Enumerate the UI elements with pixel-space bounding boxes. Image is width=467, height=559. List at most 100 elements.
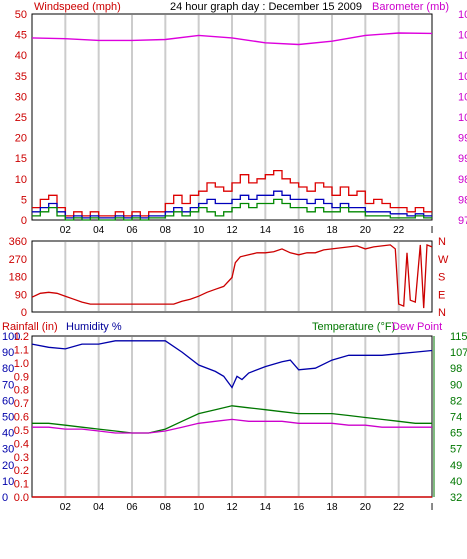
y-tick-label-rainfall: 0.9 (14, 371, 29, 383)
y-tick-label-windspeed: 5 (21, 194, 27, 206)
y-tick-label-barometer: 1005 (458, 91, 467, 103)
y-tick-label-temperature: 32 (450, 492, 462, 504)
humidity-line (31, 340, 433, 389)
compass-label: S (438, 272, 445, 284)
windspeed-gust-line (32, 169, 432, 217)
y-tick-label-rainfall: 0.0 (14, 492, 29, 504)
y-tick-label-temperature: 90 (450, 379, 462, 391)
windspeed-average-line (32, 190, 432, 219)
y-tick-label-rainfall: 0.5 (14, 425, 29, 437)
x-tick-label: 16 (293, 225, 305, 236)
y-tick-label-temperature: 115 (450, 331, 467, 343)
chart-panels: 02 04 06 08 10 12 14 16 18 20 22 I05101520253035404… (2, 9, 467, 513)
y-tick-label-humidity: 80 (2, 363, 14, 375)
y-tick-label-rainfall: 0.6 (14, 412, 29, 424)
y-tick-label-humidity: 100 (2, 331, 20, 343)
y-tick-label-barometer: 1000 (458, 112, 467, 124)
y-tick-label-temperature: 40 (450, 476, 462, 488)
humidity-axis-title: Humidity % (66, 321, 122, 333)
x-tick-label: 12 (226, 225, 238, 236)
y-tick-label-windspeed: 20 (15, 133, 27, 145)
wind-direction-line (31, 243, 433, 309)
x-tick-label: 20 (360, 225, 372, 236)
y-tick-label-humidity: 60 (2, 395, 14, 407)
y-tick-label-barometer: 975 (458, 215, 467, 227)
y-tick-label-barometer: 980 (458, 194, 467, 206)
x-tick-label: 06 (126, 225, 138, 236)
x-tick-label: 10 (193, 502, 205, 513)
y-tick-label-direction: 270 (9, 254, 27, 266)
y-tick-label-direction: 0 (21, 307, 27, 319)
x-tick-label: 04 (93, 225, 105, 236)
x-tick-label: 08 (160, 502, 172, 513)
y-tick-label-windspeed: 30 (15, 91, 27, 103)
chart-title: 24 hour graph day : December 15 2009 (170, 1, 362, 13)
windspeed-axis-title: Windspeed (mph) (34, 1, 121, 13)
y-tick-label-temperature: 65 (450, 428, 462, 440)
x-tick-label: 22 (393, 502, 405, 513)
y-tick-label-windspeed: 50 (15, 9, 27, 21)
y-tick-label-humidity: 20 (2, 460, 14, 472)
x-tick-label: 22 (393, 225, 405, 236)
y-tick-label-windspeed: 0 (21, 215, 27, 227)
x-tick-label: 18 (326, 502, 338, 513)
y-tick-label-temperature: 49 (450, 460, 462, 472)
y-tick-label-humidity: 90 (2, 347, 14, 359)
compass-label: W (438, 254, 449, 266)
y-tick-label-direction: 180 (9, 272, 27, 284)
x-tick-label: 18 (326, 225, 338, 236)
y-tick-label-barometer: 990 (458, 153, 467, 165)
x-tick-label: 14 (260, 502, 272, 513)
y-tick-label-windspeed: 35 (15, 71, 27, 83)
y-tick-label-barometer: 1010 (458, 71, 467, 83)
y-tick-label-humidity: 40 (2, 428, 14, 440)
x-tick-label: I (431, 502, 434, 513)
x-tick-label: 04 (93, 502, 105, 513)
rainfall-axis-title: Rainfall (in) (2, 321, 58, 333)
y-tick-label-rainfall: 0.3 (14, 452, 29, 464)
x-tick-label: 06 (126, 502, 138, 513)
compass-label: N (438, 236, 446, 248)
x-tick-label: 10 (193, 225, 205, 236)
barometer-line (31, 32, 433, 46)
y-tick-label-barometer: 1025 (458, 9, 467, 21)
x-tick-label: 08 (160, 225, 172, 236)
y-tick-label-rainfall: 0.2 (14, 465, 29, 477)
x-tick-label: 16 (293, 502, 305, 513)
y-tick-label-direction: 360 (9, 236, 27, 248)
y-tick-label-barometer: 1020 (458, 30, 467, 42)
y-tick-label-windspeed: 45 (15, 30, 27, 42)
y-tick-label-humidity: 30 (2, 444, 14, 456)
dewpoint-line (32, 418, 432, 434)
y-tick-label-temperature: 107 (450, 347, 467, 359)
windspeed-low-line (32, 198, 432, 221)
y-tick-label-rainfall: 1.2 (14, 331, 29, 343)
x-tick-label: 02 (60, 225, 72, 236)
x-tick-label: 14 (260, 225, 272, 236)
compass-label: E (438, 289, 445, 301)
y-tick-label-temperature: 82 (450, 395, 462, 407)
y-tick-label-temperature: 74 (450, 412, 462, 424)
y-tick-label-temperature: 57 (450, 444, 462, 456)
y-tick-label-humidity: 70 (2, 379, 14, 391)
temperature-line (32, 405, 432, 434)
y-tick-label-windspeed: 25 (15, 112, 27, 124)
dewpoint-axis-title: Dew Point (392, 321, 442, 333)
y-tick-label-humidity: 10 (2, 476, 14, 488)
y-tick-label-direction: 90 (15, 289, 27, 301)
y-tick-label-windspeed: 40 (15, 50, 27, 62)
y-tick-label-windspeed: 10 (15, 174, 27, 186)
temperature-axis-title: Temperature (°F) (312, 321, 395, 333)
y-tick-label-rainfall: 1.1 (14, 344, 29, 356)
x-tick-label: 12 (226, 502, 238, 513)
y-tick-label-barometer: 985 (458, 174, 467, 186)
y-tick-label-rainfall: 0.4 (14, 438, 29, 450)
y-tick-label-rainfall: 0.8 (14, 385, 29, 397)
y-tick-label-barometer: 995 (458, 133, 467, 145)
y-tick-label-temperature: 98 (450, 363, 462, 375)
y-tick-label-windspeed: 15 (15, 153, 27, 165)
y-tick-label-rainfall: 0.1 (14, 479, 29, 491)
